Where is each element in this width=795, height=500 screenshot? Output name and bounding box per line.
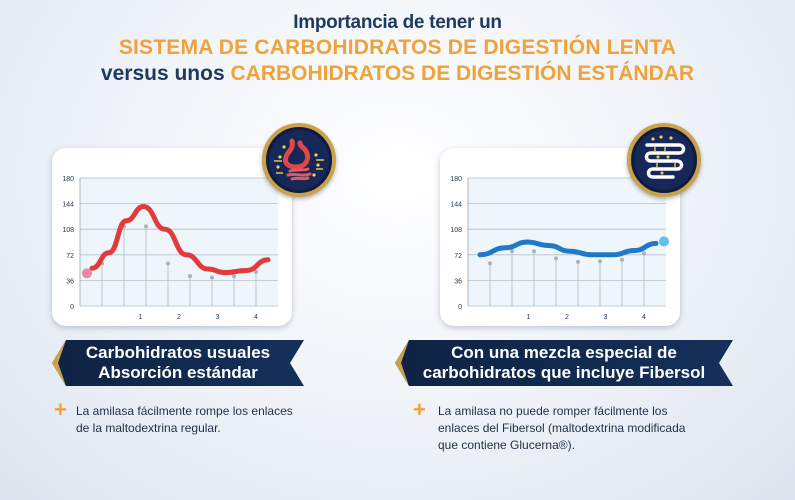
- description-fibersol-line1: La amilasa no puede romper fácilmente lo…: [438, 404, 668, 418]
- series-curve: [477, 239, 659, 258]
- description-standard-line1: La amilasa fácilmente rompe los enlaces: [76, 404, 293, 418]
- y-tick-label: 36: [66, 278, 74, 285]
- x-tick-label: 1: [527, 314, 531, 321]
- x-tick-label: 3: [216, 314, 220, 321]
- badge-intestine: [627, 123, 701, 197]
- description-standard: La amilasa fácilmente rompe los enlaces …: [76, 403, 316, 437]
- description-standard-line2: de la maltodextrina regular.: [76, 421, 221, 435]
- y-tick-label: 180: [450, 176, 462, 183]
- y-tick-label: 144: [62, 202, 74, 209]
- banner-standard: Carbohidratos usuales Absorción estándar: [52, 340, 304, 386]
- plus-icon-fibersol: +: [413, 397, 426, 422]
- y-tick-label: 72: [66, 253, 74, 260]
- page-title: Importancia de tener un SISTEMA DE CARBO…: [0, 10, 795, 87]
- x-tick-label: 2: [177, 314, 181, 321]
- marker-point: [254, 269, 258, 274]
- chart-fibersol-absorption: 180 144 108 72 36 0 1 2 3 4: [450, 176, 669, 321]
- x-tick-label: 4: [642, 314, 646, 321]
- marker-point: [532, 249, 536, 254]
- x-tick-label: 3: [604, 314, 608, 321]
- title-line-1: Importancia de tener un: [293, 12, 502, 33]
- end-dot: [659, 236, 669, 247]
- marker-point: [210, 275, 214, 280]
- y-tick-label: 0: [458, 304, 462, 311]
- marker-point: [598, 259, 602, 264]
- marker-point: [642, 251, 646, 256]
- banner-fibersol-line1: Con una mezcla especial de: [451, 343, 677, 362]
- plus-icon-standard: +: [54, 397, 67, 422]
- banner-fibersol-line2: carbohidratos que incluye Fibersol: [422, 363, 706, 382]
- marker-point: [166, 261, 170, 266]
- chart-panel-standard: 180 144 108 72 36 0 1 2 3 4: [52, 148, 292, 326]
- banner-fibersol: Con una mezcla especial de carbohidratos…: [395, 340, 733, 386]
- y-tick-label: 72: [454, 253, 462, 260]
- series-curve: [89, 203, 271, 276]
- banner-standard-line2: Absorción estándar: [98, 363, 258, 382]
- y-tick-label: 36: [454, 278, 462, 285]
- title-line-3: versus unos CARBOHIDRATOS DE DIGESTIÓN E…: [0, 61, 795, 87]
- start-dot: [82, 268, 92, 279]
- x-tick-label: 4: [254, 314, 258, 321]
- chart-standard-absorption: 180 144 108 72 36 0 1 2 3 4: [62, 176, 278, 321]
- description-fibersol: La amilasa no puede romper fácilmente lo…: [438, 403, 718, 454]
- marker-point: [188, 274, 192, 279]
- y-tick-label: 108: [62, 227, 74, 234]
- marker-point: [232, 274, 236, 279]
- title-line-3-prefix: versus unos: [100, 62, 231, 85]
- description-fibersol-line2: enlaces del Fibersol (maltodextrina modi…: [438, 421, 686, 435]
- y-tick-label: 180: [62, 176, 74, 183]
- marker-point: [144, 224, 148, 229]
- title-line-2: SISTEMA DE CARBOHIDRATOS DE DIGESTIÓN LE…: [118, 36, 677, 59]
- banner-fibersol-text: Con una mezcla especial de carbohidratos…: [423, 343, 705, 383]
- marker-point: [488, 261, 492, 266]
- y-tick-label: 0: [70, 304, 74, 311]
- intestine-digestion-icon: [634, 130, 694, 190]
- x-tick-label: 1: [139, 314, 143, 321]
- y-tick-label: 108: [450, 227, 462, 234]
- description-fibersol-line3: que contiene Glucerna®).: [438, 438, 575, 452]
- marker-point: [510, 249, 514, 254]
- x-tick-label: 2: [565, 314, 569, 321]
- plot-area: [80, 178, 278, 306]
- stomach-digestion-icon: [269, 130, 329, 190]
- marker-point: [576, 259, 580, 264]
- marker-point: [554, 256, 558, 261]
- plot-area: [468, 178, 666, 306]
- title-line-3-highlight: CARBOHIDRATOS DE DIGESTIÓN ESTÁNDAR: [230, 62, 695, 85]
- banner-standard-text: Carbohidratos usuales Absorción estándar: [86, 343, 270, 383]
- marker-point: [620, 257, 624, 262]
- banner-standard-line1: Carbohidratos usuales: [85, 343, 271, 362]
- y-tick-label: 144: [450, 202, 462, 209]
- badge-stomach: [262, 123, 336, 197]
